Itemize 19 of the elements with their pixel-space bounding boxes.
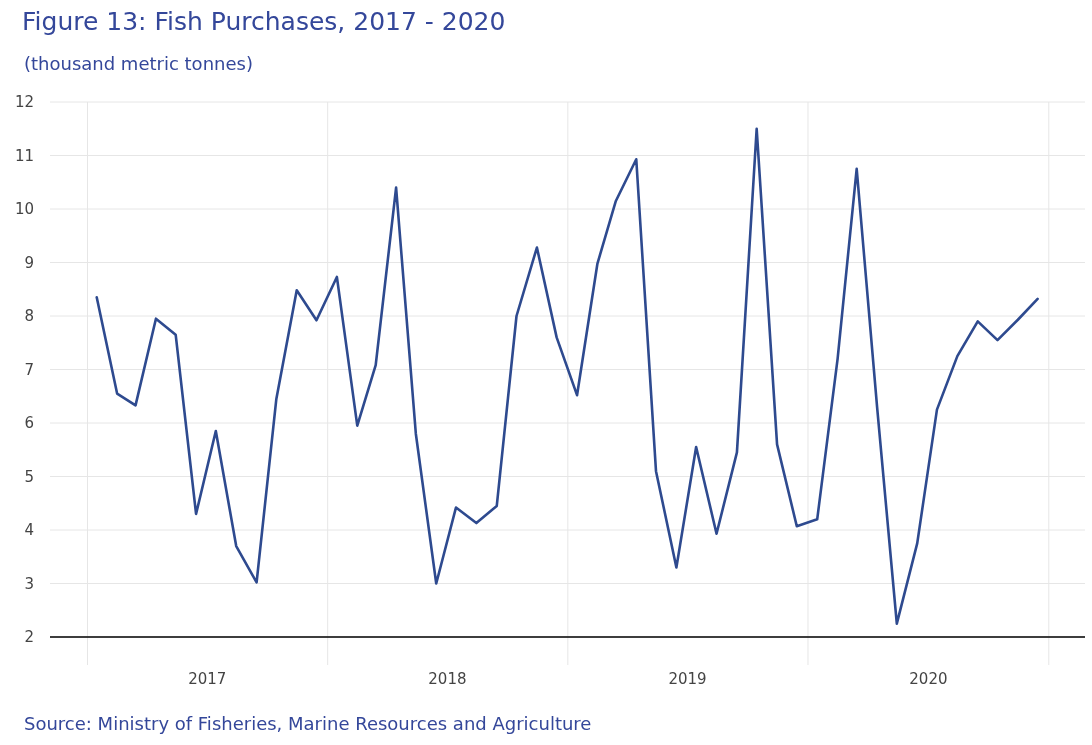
source-note: Source: Ministry of Fisheries, Marine Resources and Agriculture — [24, 713, 592, 734]
x-tick-label: 2018 — [428, 670, 467, 688]
y-tick-label: 3 — [24, 574, 34, 593]
y-tick-label: 6 — [24, 414, 34, 433]
y-tick-label: 7 — [24, 360, 34, 379]
x-tick-label: 2020 — [909, 670, 948, 688]
chart-title: Figure 13: Fish Purchases, 2017 - 2020 — [22, 7, 506, 36]
y-tick-label: 12 — [14, 93, 34, 112]
y-tick-label: 5 — [24, 467, 34, 486]
y-tick-label: 4 — [24, 521, 34, 540]
x-tick-label: 2019 — [668, 670, 707, 688]
y-tick-label: 8 — [24, 307, 34, 326]
y-tick-label: 10 — [14, 200, 34, 219]
chart-subtitle: (thousand metric tonnes) — [24, 53, 253, 74]
y-tick-label: 2 — [24, 628, 34, 647]
line-series — [95, 127, 1039, 625]
y-tick-label: 11 — [14, 146, 34, 165]
y-tick-label: 9 — [24, 253, 34, 272]
x-tick-label: 2017 — [188, 670, 227, 688]
